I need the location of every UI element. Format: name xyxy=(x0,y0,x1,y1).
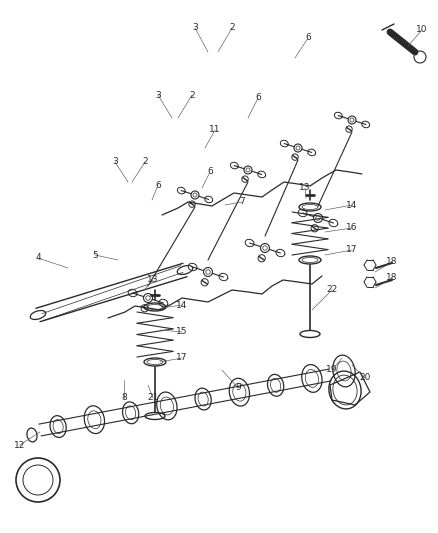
Text: 4: 4 xyxy=(35,254,41,262)
Text: 3: 3 xyxy=(155,91,161,100)
Text: 3: 3 xyxy=(112,157,118,166)
Text: 6: 6 xyxy=(255,93,261,102)
Text: 19: 19 xyxy=(326,366,338,375)
Text: 18: 18 xyxy=(386,257,398,266)
Text: 17: 17 xyxy=(176,353,188,362)
Text: 14: 14 xyxy=(346,200,358,209)
Text: 5: 5 xyxy=(92,251,98,260)
Text: 11: 11 xyxy=(209,125,221,134)
Text: 8: 8 xyxy=(121,393,127,402)
Text: 17: 17 xyxy=(346,246,358,254)
Text: 2: 2 xyxy=(142,157,148,166)
Text: 15: 15 xyxy=(176,327,188,336)
Text: 21: 21 xyxy=(147,393,159,402)
Text: 18: 18 xyxy=(386,273,398,282)
Text: 14: 14 xyxy=(177,301,188,310)
Text: 6: 6 xyxy=(155,181,161,190)
Text: 2: 2 xyxy=(189,91,195,100)
Text: 22: 22 xyxy=(326,286,338,295)
Text: 20: 20 xyxy=(359,374,371,383)
Text: 7: 7 xyxy=(239,198,245,206)
Text: 2: 2 xyxy=(229,23,235,33)
Text: 3: 3 xyxy=(192,23,198,33)
Text: 6: 6 xyxy=(207,167,213,176)
Text: 10: 10 xyxy=(416,26,428,35)
Text: 13: 13 xyxy=(299,183,311,192)
Text: 6: 6 xyxy=(305,34,311,43)
Text: 13: 13 xyxy=(147,276,159,285)
Text: 16: 16 xyxy=(346,223,358,232)
Text: 9: 9 xyxy=(235,384,241,392)
Text: 12: 12 xyxy=(14,440,26,449)
